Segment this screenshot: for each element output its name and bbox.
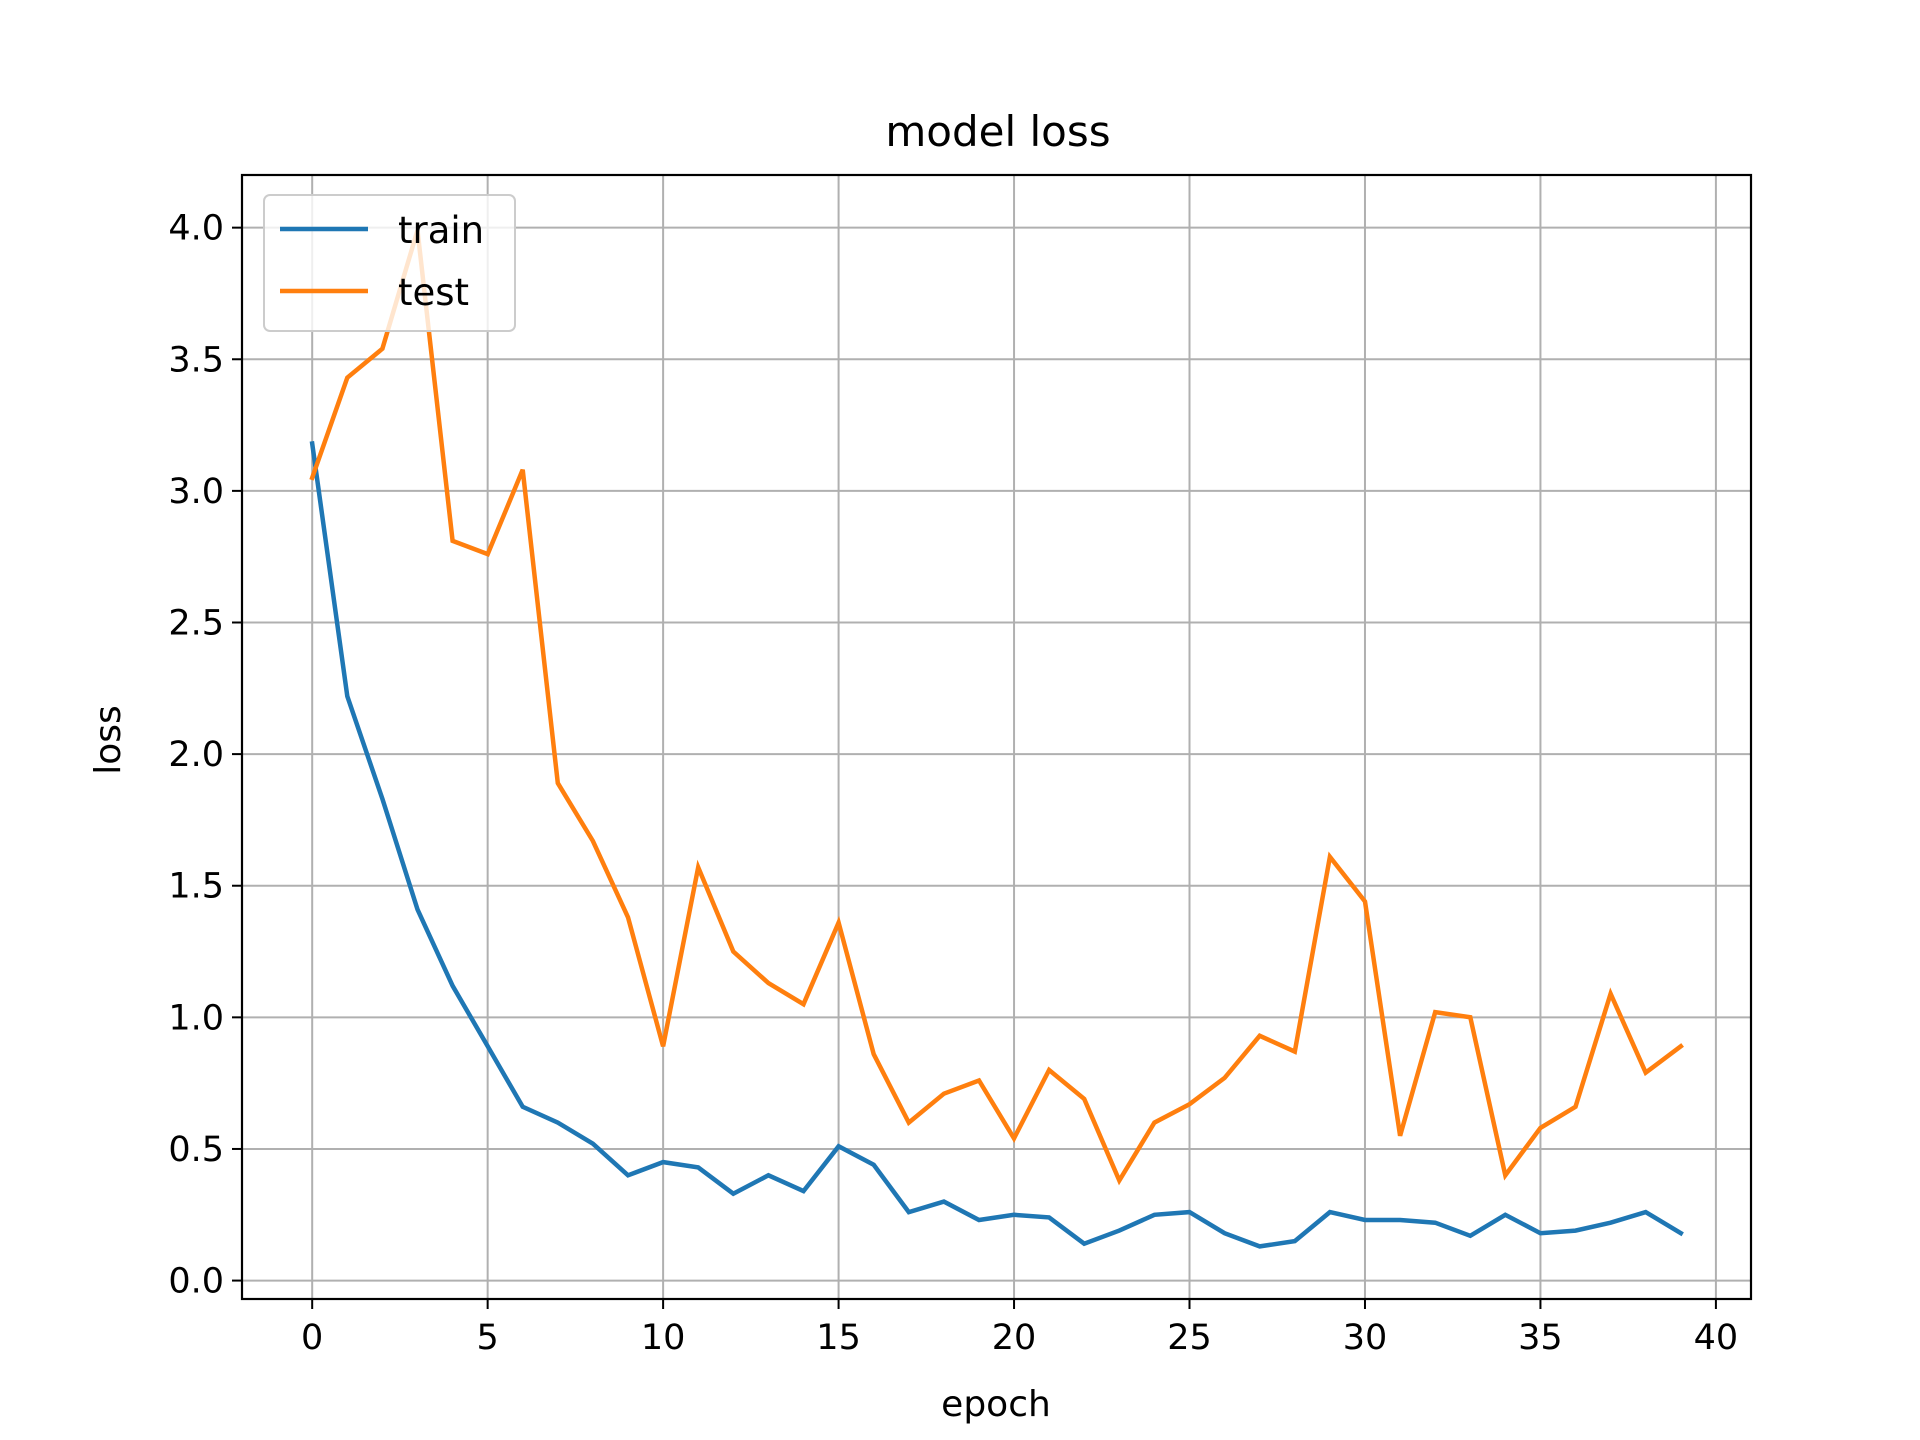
y-tick-label: 3.5 xyxy=(168,340,224,380)
chart-title: model loss xyxy=(885,107,1110,156)
series-line-train xyxy=(309,440,1684,1249)
grid xyxy=(242,175,1751,1299)
x-tick-label: 30 xyxy=(1343,1318,1388,1358)
y-tick-label: 4.0 xyxy=(168,209,224,249)
plot-series xyxy=(309,229,1684,1249)
x-axis-label: epoch xyxy=(941,1384,1051,1425)
y-tick-label: 1.0 xyxy=(168,998,224,1038)
y-tick-label: 0.0 xyxy=(168,1262,224,1302)
plot-frame xyxy=(240,173,1753,1301)
y-tick-label: 3.0 xyxy=(168,472,224,512)
x-tick-label: 0 xyxy=(301,1318,323,1358)
legend-test-label: test xyxy=(398,271,469,314)
y-tick-label: 2.5 xyxy=(168,603,224,643)
y-tick-label: 0.5 xyxy=(168,1130,224,1170)
y-tick-label: 2.0 xyxy=(168,735,224,775)
legend: train test xyxy=(263,194,516,332)
x-tick-label: 25 xyxy=(1167,1318,1212,1358)
series-line-test xyxy=(309,229,1684,1186)
x-tick-label: 40 xyxy=(1694,1318,1739,1358)
y-axis-label: loss xyxy=(88,705,129,775)
x-tick-label: 15 xyxy=(816,1318,861,1358)
x-tick-label: 35 xyxy=(1518,1318,1563,1358)
x-tick-label: 5 xyxy=(477,1318,499,1358)
y-tick-label: 1.5 xyxy=(168,867,224,907)
axis-ticks: 0 5 10 15 20 25 30 35 40 0.0 0.5 1.0 1.5 2.0 2.5 3.0 3.5… xyxy=(168,209,1738,1358)
legend-train-label: train xyxy=(398,209,484,252)
x-tick-label: 10 xyxy=(641,1318,686,1358)
x-tick-label: 20 xyxy=(992,1318,1037,1358)
